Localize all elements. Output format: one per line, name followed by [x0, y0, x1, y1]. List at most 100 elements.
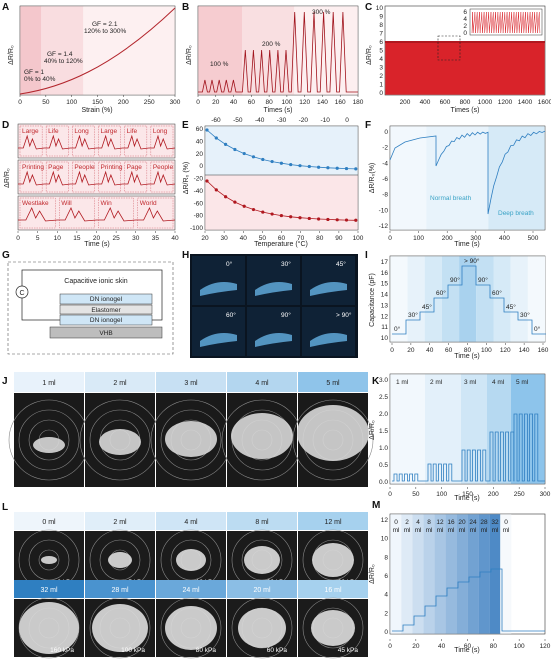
i-angle: 90°	[450, 276, 460, 284]
f-normal: Normal breath	[430, 195, 472, 202]
l-volume: 20 ml	[253, 587, 271, 594]
e-ytick: 40	[196, 138, 204, 145]
f-ytick: -6	[382, 176, 388, 183]
m-ytick: 10	[381, 536, 389, 543]
i-angle: 30°	[408, 311, 418, 319]
panel-h: H 0° 30° 45° 60° 90° > 90°	[182, 250, 358, 358]
e-top-tick: 0	[345, 117, 349, 124]
l-volume: 24 ml	[182, 587, 200, 594]
b-xtick: 120	[299, 99, 310, 106]
i-xtick: 160	[538, 347, 549, 354]
g-skin: Capacitive ionic skin	[64, 278, 128, 285]
i-ylabel: Capacitance (pF)	[369, 273, 376, 327]
e-point-blue	[214, 136, 218, 140]
e-point-red	[224, 195, 228, 199]
k-xtick: 150	[462, 491, 473, 498]
b-ylabel: ΔR/R₀	[186, 45, 193, 65]
i-xtick: 40	[426, 347, 434, 354]
h-angle: 0°	[226, 260, 233, 268]
c-xtick: 600	[440, 99, 451, 106]
h-angle: > 90°	[336, 311, 352, 319]
f-xtick: 0	[388, 235, 392, 242]
k-ytick: 2.5	[379, 394, 388, 401]
c-ytick: 3	[379, 65, 383, 72]
k-volume: 1 ml	[396, 379, 409, 386]
panel-j: J 1 ml 2 ml 3 ml 4 ml 5 ml	[2, 372, 374, 487]
l-pressure: 160 kPa	[50, 647, 74, 654]
d-word: Long	[153, 128, 168, 135]
h-cell	[302, 307, 355, 356]
c-ytick: 8	[379, 22, 383, 29]
m-ytick: 2	[384, 610, 388, 617]
f-ytick: -8	[382, 192, 388, 199]
hand-icon	[200, 282, 237, 296]
panel-k: K 1 ml 2 ml 3 ml 4 ml 5 ml 3.0 2.5 2.0 1.5 1.0 0.…	[369, 373, 551, 502]
m-unit: ml	[426, 527, 433, 534]
a-ann3-l1: GF = 2.1	[92, 21, 118, 28]
l-pressure: 45 kPa	[338, 647, 359, 654]
i-angle: 45°	[506, 303, 516, 311]
m-xtick: 120	[540, 643, 551, 650]
j-volume: 3 ml	[184, 380, 198, 387]
l-pressure: 80 kPa	[196, 647, 217, 654]
c-xtick: 200	[400, 99, 411, 106]
d-word: Large	[101, 128, 118, 135]
e-point-blue	[205, 128, 209, 132]
l-volume: 12 ml	[324, 519, 342, 526]
i-angle: > 90°	[464, 257, 480, 265]
a-xtick: 150	[92, 99, 103, 106]
panel-g: G C Capacitive ionic skin DN ionogel Ela…	[2, 250, 174, 355]
g-vhb: VHB	[99, 330, 112, 337]
k-ytick: 0.0	[379, 479, 388, 486]
e-xtick: 70	[297, 235, 305, 242]
panel-b: B 100 % 200 % 300 % ΔR/R₀ 0 20 40 60 80 100 12…	[182, 2, 364, 114]
i-xtick: 60	[445, 347, 453, 354]
hand-icon	[255, 282, 292, 296]
f-ytick: -2	[382, 145, 388, 152]
m-value: 8	[427, 519, 431, 526]
h-angle: 45°	[336, 260, 346, 268]
balloon-icon	[231, 413, 293, 459]
e-point-red	[289, 215, 293, 219]
e-xtick: 90	[335, 235, 343, 242]
e-point-red	[354, 218, 358, 222]
i-angle: 30°	[520, 311, 530, 319]
e-point-blue	[307, 164, 311, 169]
d-xtick: 30	[132, 235, 140, 242]
e-point-blue	[335, 166, 339, 170]
e-point-blue	[233, 147, 237, 152]
c-inset-ytick: 0	[463, 30, 467, 37]
d-word: Win	[101, 200, 113, 207]
balloon-icon	[92, 604, 148, 652]
e-point-blue	[279, 161, 283, 165]
panel-d: D Large Life Long Large Life Long Printing Page…	[2, 120, 179, 248]
e-point-blue	[317, 165, 321, 169]
m-value: 32	[491, 519, 499, 526]
panel-e-label: E	[182, 120, 189, 131]
balloon-icon	[176, 549, 206, 571]
e-point-red	[335, 218, 339, 222]
d-word: Long	[74, 128, 89, 135]
k-ytick: 1.0	[379, 445, 388, 452]
c-ytick: 9	[379, 14, 383, 21]
i-angle: 60°	[436, 289, 446, 297]
l-pressure: 60 kPa	[267, 647, 288, 654]
panel-a-label: A	[2, 2, 9, 13]
l-volume: 16 ml	[324, 587, 342, 594]
panel-b-label: B	[182, 2, 189, 13]
k-xlabel: Time (s)	[454, 495, 479, 502]
b-xlabel: Times (s)	[264, 107, 293, 114]
d-word: Page	[127, 164, 143, 171]
i-xtick: 0	[390, 347, 394, 354]
c-ytick: 5	[379, 48, 383, 55]
k-xtick: 300	[540, 491, 551, 498]
e-point-red	[251, 207, 256, 212]
m-xtick: 20	[412, 643, 420, 650]
hand-icon	[255, 333, 292, 347]
e-point-blue	[344, 166, 349, 171]
panel-m-label: M	[372, 500, 380, 511]
k-ytick: 1.5	[379, 428, 388, 435]
i-xtick: 100	[481, 347, 492, 354]
k-ytick: 2.0	[379, 411, 388, 418]
